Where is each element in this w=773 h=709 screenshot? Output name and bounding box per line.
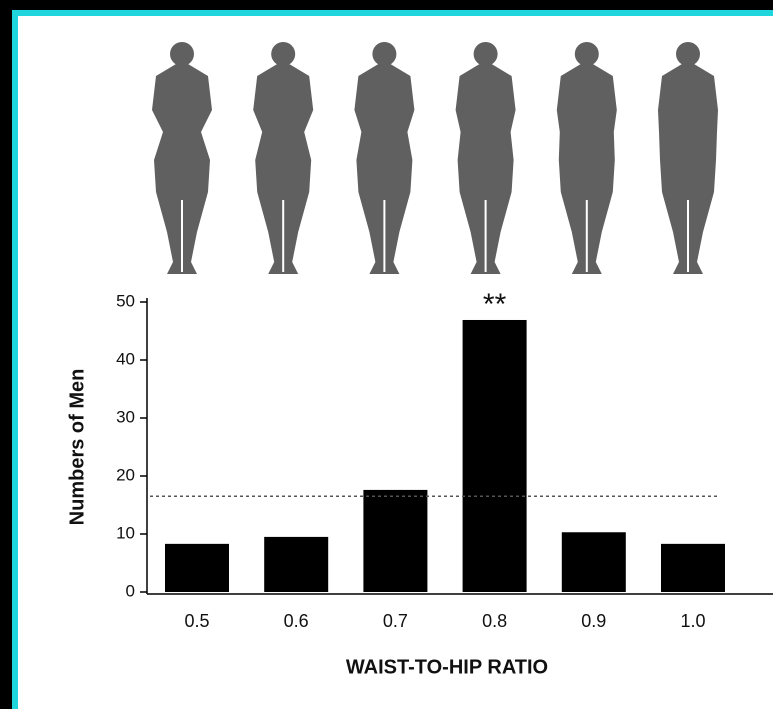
bar — [462, 319, 527, 592]
x-tick-label: 0.7 — [383, 611, 408, 631]
silhouette-head — [271, 42, 296, 66]
silhouette-head — [170, 42, 194, 66]
silhouette-body — [556, 64, 617, 274]
silhouette-body — [152, 64, 212, 274]
annotation: ** — [483, 288, 507, 321]
x-axis-label: WAIST-TO-HIP RATIO — [346, 656, 548, 678]
bar — [165, 543, 229, 592]
y-axis-label: Numbers of Men — [66, 369, 88, 526]
x-tick-label: 0.8 — [482, 611, 507, 631]
silhouettes — [152, 42, 718, 274]
silhouette-head — [574, 42, 599, 66]
bar — [661, 543, 725, 592]
silhouette-head — [473, 42, 498, 66]
bar — [561, 532, 626, 592]
silhouette-body — [354, 64, 415, 274]
bar — [264, 536, 329, 592]
silhouette-body — [253, 64, 314, 274]
y-tick-label: 50 — [116, 291, 135, 310]
y-tick-label: 10 — [116, 523, 135, 542]
x-tick-label: 0.6 — [284, 611, 309, 631]
y-tick-label: 30 — [116, 407, 135, 426]
x-tick-label: 0.9 — [581, 611, 606, 631]
y-tick-label: 20 — [116, 465, 135, 484]
x-tick-label: 1.0 — [680, 611, 705, 631]
bar — [363, 489, 428, 592]
x-tick-label: 0.5 — [184, 611, 209, 631]
silhouette-head — [676, 42, 700, 66]
silhouette-head — [372, 42, 397, 66]
silhouette-body — [658, 64, 718, 274]
silhouette-body — [455, 64, 516, 274]
y-tick-label: 40 — [116, 349, 135, 368]
y-tick-label: 0 — [126, 581, 135, 600]
